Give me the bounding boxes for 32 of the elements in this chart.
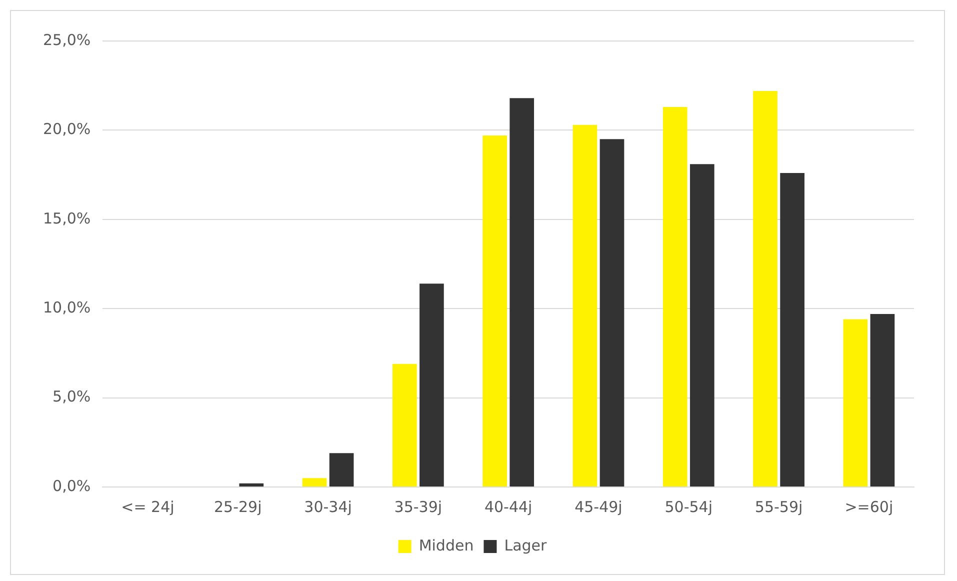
bar — [302, 478, 327, 486]
x-tick-label: 25-29j — [214, 498, 262, 516]
x-tick-label: 40-44j — [484, 498, 532, 516]
bar — [572, 124, 598, 486]
x-tick-label: 55-59j — [754, 498, 803, 516]
x-tick-label: 50-54j — [664, 498, 713, 516]
bar — [329, 453, 354, 486]
x-tick-label: 35-39j — [394, 498, 442, 516]
y-tick-label: 20,0% — [42, 120, 91, 138]
y-tick-label: 10,0% — [42, 298, 91, 316]
bar — [600, 139, 624, 486]
bar — [482, 136, 507, 486]
y-tick-label: 25,0% — [42, 30, 91, 49]
bar — [690, 164, 714, 486]
bar — [392, 364, 417, 486]
bar — [662, 107, 688, 486]
bar — [780, 173, 804, 486]
bar — [510, 98, 534, 486]
legend-label: Midden — [418, 536, 474, 554]
y-tick-label: 15,0% — [42, 209, 91, 228]
x-tick-label: >=60j — [844, 498, 894, 516]
y-tick-label: 5,0% — [52, 388, 91, 406]
legend-label: Lager — [504, 536, 548, 554]
bar — [870, 314, 895, 486]
x-tick-label: <= 24j — [121, 498, 174, 516]
bar — [239, 483, 264, 486]
y-tick-label: 0,0% — [52, 476, 91, 495]
bar — [420, 284, 444, 486]
bar — [753, 90, 778, 486]
x-tick-label: 45-49j — [574, 498, 622, 516]
bar — [843, 319, 868, 486]
x-tick-label: 30-34j — [304, 498, 352, 516]
